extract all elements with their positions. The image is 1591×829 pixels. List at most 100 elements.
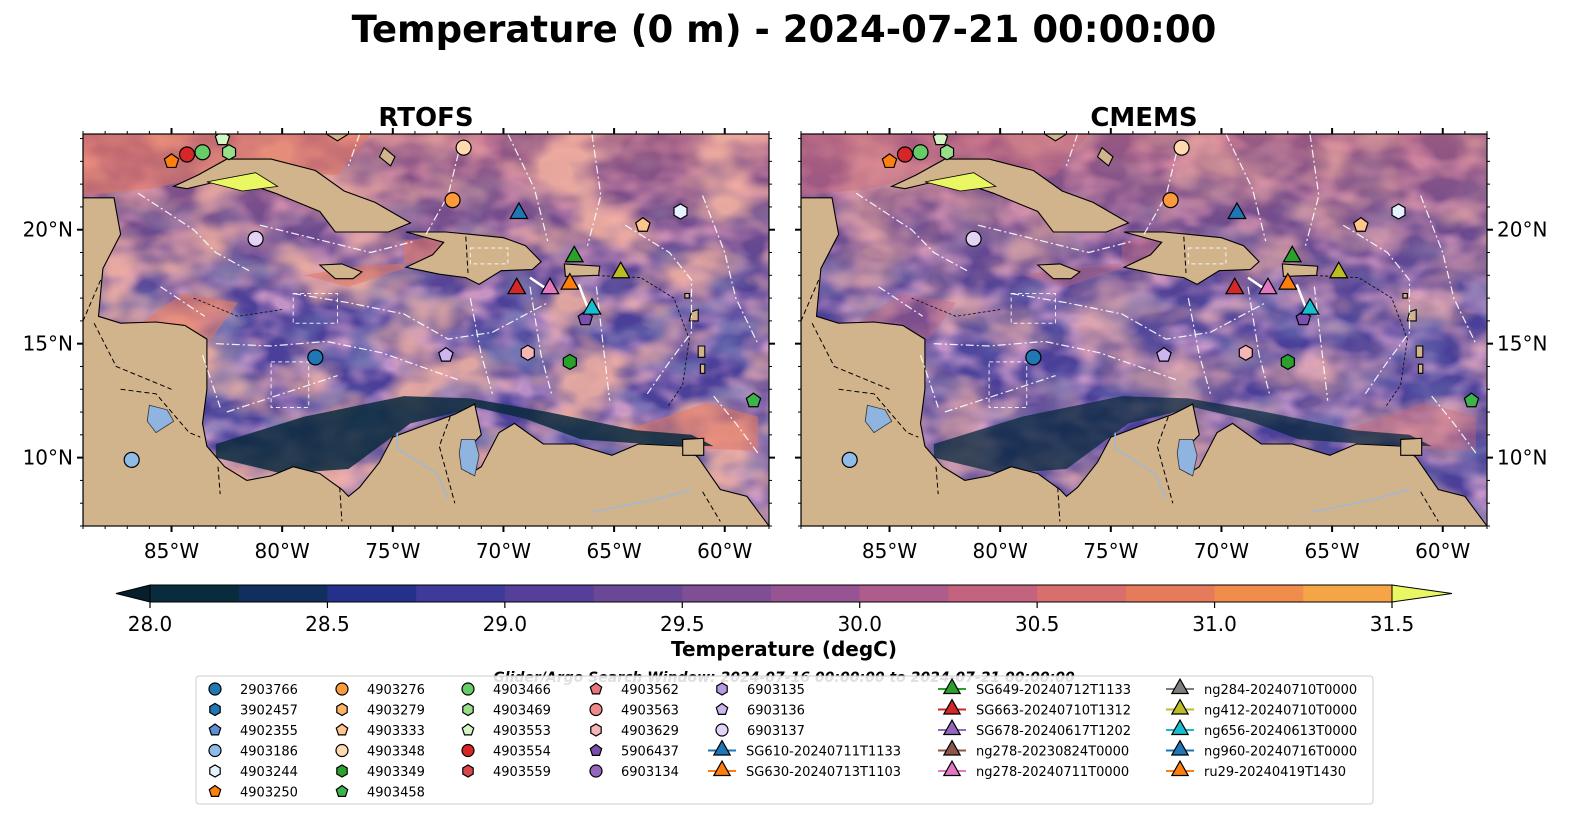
legend-marker — [208, 784, 222, 797]
legend-label: ng284-20240710T0000 — [1204, 683, 1357, 698]
river — [396, 432, 449, 500]
legend-marker — [335, 682, 349, 696]
legend-entry: ru29-20240419T1430 — [1166, 759, 1346, 780]
x-tick-label: 60°W — [1415, 539, 1470, 563]
legend-label: 4903250 — [240, 786, 298, 801]
marker-4903333 — [635, 216, 651, 232]
eez-boundary — [1187, 297, 1211, 394]
legend-entry: ng284-20240710T0000 — [1166, 677, 1357, 698]
marker-4903276 — [1162, 191, 1179, 209]
colorbar-bin — [238, 585, 328, 602]
panel-title: RTOFS — [378, 103, 473, 133]
legend-label: ng412-20240710T0000 — [1204, 704, 1357, 719]
country-border — [557, 525, 559, 526]
colorbar-tick-label: 28.5 — [305, 612, 350, 636]
legend-marker — [462, 764, 474, 778]
warm-region — [625, 402, 758, 451]
legend-marker — [942, 739, 962, 756]
legend-label: 6903137 — [747, 724, 805, 739]
country-border — [811, 322, 890, 390]
eez-boundary — [507, 134, 549, 242]
legend-marker — [942, 759, 962, 777]
bathymetry-contour — [911, 297, 1001, 317]
legend-entry: 4903333 — [335, 723, 425, 739]
legend-marker — [942, 698, 962, 715]
eez-boundary — [713, 395, 759, 454]
eez-boundary — [624, 224, 693, 395]
y-tick-label: 15°N — [23, 332, 73, 356]
legend-entry: 4903629 — [590, 723, 679, 739]
marker-4903554 — [896, 146, 914, 163]
marker-4903553 — [932, 134, 949, 146]
land-trinidad — [1400, 437, 1423, 456]
land-lesser3 — [1415, 345, 1424, 358]
legend-marker — [712, 759, 732, 777]
colorbar-label: Temperature (degC) — [671, 637, 897, 661]
legend-marker — [1170, 739, 1190, 756]
eez-boundary — [469, 297, 493, 394]
colorbar-tick-label: 31.0 — [1192, 612, 1237, 636]
eez-boundary — [878, 286, 924, 317]
legend-label: 4903279 — [367, 704, 425, 719]
marker-ng412-20240710T0000 — [610, 261, 631, 279]
legend-label: SG610-20240711T1133 — [746, 745, 901, 760]
legend-marker — [715, 702, 729, 715]
marker-4903458 — [745, 392, 762, 408]
eez-boundary — [1247, 286, 1271, 397]
colorbar-bin — [327, 585, 417, 602]
marker-4903244 — [673, 203, 688, 220]
marker-4903466 — [194, 144, 211, 161]
marker-4903554 — [178, 146, 196, 163]
legend-marker — [942, 718, 962, 736]
legend-marker — [1170, 677, 1190, 695]
country-border — [935, 466, 939, 495]
country-border — [93, 322, 172, 390]
land-central — [801, 197, 1487, 526]
protected-area — [270, 361, 310, 408]
legend-label: 4903562 — [621, 683, 679, 698]
x-tick-label: 80°W — [255, 539, 310, 563]
marker-4903244 — [1391, 203, 1406, 220]
marker-SG663-20240710T1312 — [506, 276, 527, 295]
legend-marker — [1170, 698, 1190, 715]
x-tick-label: 65°W — [586, 539, 641, 563]
legend-label: ru29-20240419T1430 — [1204, 765, 1346, 780]
lake-maracaibo — [458, 438, 480, 477]
legend-entry: 4903186 — [208, 743, 298, 760]
marker-4903553 — [214, 134, 231, 146]
marker-4903333 — [1353, 216, 1369, 232]
colorbar-frame — [149, 584, 1393, 603]
marker-4903469 — [221, 144, 237, 161]
x-tick-label: 80°W — [973, 539, 1028, 563]
legend-label: 6903136 — [747, 704, 805, 719]
legend-marker — [335, 784, 349, 797]
legend-entry: 4903348 — [335, 743, 425, 760]
legend-label: 6903135 — [747, 683, 805, 698]
legend-marker — [335, 723, 349, 736]
eez-boundary — [1304, 134, 1320, 246]
legend-entry: 4903469 — [462, 702, 551, 719]
legend-entry: SG630-20240713T1103 — [708, 759, 901, 780]
marker-ng278-20240711T0000 — [1258, 276, 1278, 295]
lake-nicaragua — [146, 404, 175, 434]
legend-entry: 4903554 — [461, 743, 551, 760]
eez-boundary — [160, 286, 206, 317]
legend-entry: 6903137 — [715, 723, 805, 739]
marker-4903349 — [562, 353, 577, 371]
legend-label: ng960-20240716T0000 — [1204, 745, 1357, 760]
legend-entry: ng278-20240711T0000 — [938, 759, 1129, 780]
legend-label: 4903333 — [367, 724, 425, 739]
eez-boundary — [226, 375, 338, 413]
marker-SG663-20240710T1312 — [1224, 276, 1245, 295]
legend-box — [195, 675, 1374, 805]
legend-label: ng656-20240613T0000 — [1204, 724, 1357, 739]
x-tick-label: 85°W — [862, 539, 917, 563]
land-lesser3 — [697, 345, 706, 358]
cold-upwelling-band — [933, 396, 1432, 474]
bathymetry-contour — [193, 297, 283, 317]
colorbar-tick-label: 30.0 — [837, 612, 882, 636]
marker-ng412-20240710T0000 — [1328, 261, 1349, 279]
country-border — [339, 487, 343, 522]
colorbar-bin — [859, 585, 949, 602]
marker-2903766 — [307, 349, 324, 366]
